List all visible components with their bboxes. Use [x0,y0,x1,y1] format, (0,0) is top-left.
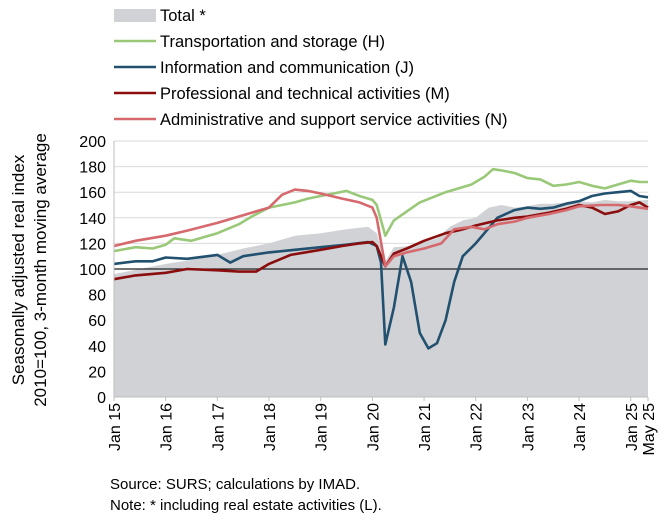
axes: 0 20 40 60 80 100 120 140 160 180 200 Jan 15 Jan 16 J… [79,134,658,455]
x-tick-label: Jan 17 [210,403,227,451]
x-tick-label: Jan 19 [314,403,331,451]
y-tick-label: 180 [79,160,106,177]
y-tick-label: 40 [88,339,106,356]
source-note: Source: SURS; calculations by IMAD. [110,476,361,493]
legend-item-professional: Professional and technical activities (M… [114,85,450,103]
legend-label: Professional and technical activities (M… [160,85,450,103]
y-tick-label: 140 [79,211,106,228]
series-line-information [113,189,649,350]
y-tick-label: 0 [97,390,106,407]
y-axis-label-line-2: 2010=100, 3-month moving average [31,133,50,407]
footnote: Note: * including real estate activities… [110,497,382,514]
plot-area: 0 20 40 60 80 100 120 140 160 180 200 Jan 15 Jan 16 J… [79,134,658,455]
y-tick-label: 160 [79,185,106,202]
series-group [113,167,649,397]
y-tick-label: 200 [79,134,106,151]
legend-swatch [114,9,156,22]
legend: Total * Transportation and storage (H) Inf… [114,7,508,129]
x-tick-label: May 25 [641,403,658,456]
x-tick-label: Jan 25 [624,403,641,451]
x-tick-label: Jan 15 [107,403,124,451]
x-tick-label: Jan 20 [365,403,382,451]
y-tick-label: 80 [88,288,106,305]
y-tick-label: 20 [88,364,106,381]
x-tick-label: Jan 16 [159,403,176,451]
y-axis-label-line-1: Seasonally adjusted real index [9,154,28,385]
legend-item-transport: Transportation and storage (H) [114,33,385,51]
x-tick-label: Jan 22 [469,403,486,451]
x-tick-label: Jan 23 [520,403,537,451]
series-area-total [114,199,648,397]
legend-item-administrative: Administrative and support service activ… [114,111,508,129]
y-tick-label: 100 [79,262,106,279]
y-tick-label: 60 [88,313,106,330]
series-line-transport [113,167,648,253]
legend-label: Information and communication (J) [160,59,414,77]
legend-label: Total * [160,7,206,25]
legend-label: Transportation and storage (H) [160,33,385,51]
y-tick-label: 120 [79,236,106,253]
series-line-administrative [113,188,649,268]
legend-item-information: Information and communication (J) [114,59,414,77]
x-tick-label: Jan 24 [572,403,589,451]
legend-label: Administrative and support service activ… [160,111,508,129]
x-tick-label: Jan 21 [417,403,434,451]
line-chart: Total * Transportation and storage (H) Inf… [9,7,658,455]
legend-item-total: Total * [114,7,206,25]
x-tick-label: Jan 18 [262,403,279,451]
chart-notes: Source: SURS; calculations by IMAD. Note… [110,474,382,516]
